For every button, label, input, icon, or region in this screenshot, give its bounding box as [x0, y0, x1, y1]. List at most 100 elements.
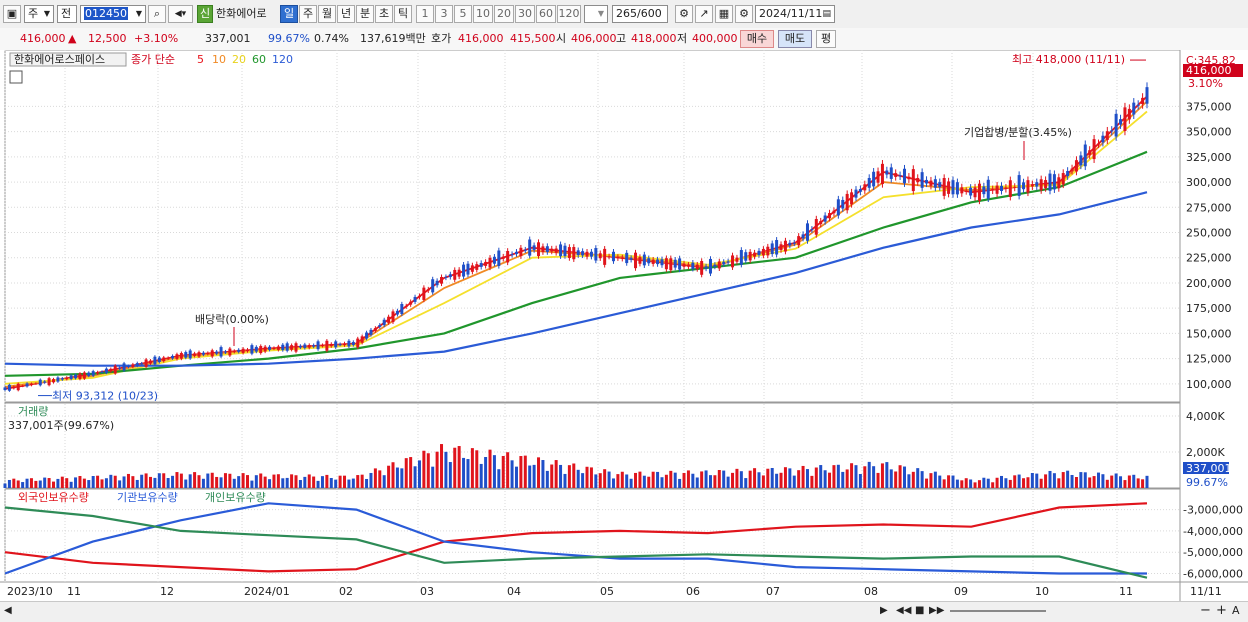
tab-month[interactable]: 월: [318, 5, 336, 23]
zoom-slider[interactable]: [950, 610, 1046, 612]
volume-bar: [497, 469, 501, 488]
grid-icon[interactable]: ▦: [715, 5, 733, 23]
tab-day[interactable]: 일: [280, 5, 298, 23]
candle-body: [166, 357, 170, 359]
chart-area[interactable]: 최고 418,000 (11/11) 최저 93,312 (10/23) 배당락(0…: [0, 50, 1248, 601]
price-tick-label: 150,000: [1186, 327, 1232, 340]
interval-5[interactable]: 5: [454, 5, 472, 23]
count-input[interactable]: 265/600: [612, 5, 668, 23]
volume-bar: [122, 476, 126, 488]
volume-bar: [1096, 472, 1100, 488]
tab-second[interactable]: 초: [375, 5, 393, 23]
candle-body: [343, 343, 347, 346]
candle-body: [731, 255, 735, 268]
scroll-right-icon[interactable]: ▶: [880, 605, 888, 616]
volume-bar: [854, 465, 858, 488]
interval-3[interactable]: 3: [435, 5, 453, 23]
open-price: 406,000: [571, 32, 617, 45]
tab-minute[interactable]: 분: [356, 5, 374, 23]
date-input[interactable]: 2024/11/11 ▤: [755, 5, 835, 23]
volume-bar: [550, 464, 554, 488]
zoom-out-icon[interactable]: −: [1200, 603, 1211, 618]
volume-bar: [999, 475, 1003, 488]
volume-bar: [52, 481, 56, 488]
volume-bar: [770, 467, 774, 488]
interval-30[interactable]: 30: [515, 5, 535, 23]
period-type-select[interactable]: 주 ▼: [24, 5, 54, 23]
chart-settings-icon[interactable]: ⚙: [675, 5, 693, 23]
candle-body: [805, 223, 809, 241]
interval-20[interactable]: 20: [494, 5, 514, 23]
gear-icon[interactable]: ⚙: [735, 5, 753, 23]
candle-body: [360, 336, 364, 343]
candle-body: [889, 167, 893, 179]
candle-body: [122, 363, 126, 371]
tab-tick[interactable]: 틱: [394, 5, 412, 23]
volume-bar: [82, 478, 86, 488]
volume-bar: [885, 462, 889, 488]
volume-bar: [140, 474, 144, 488]
stock-code-input[interactable]: 012450 ▼: [80, 5, 146, 23]
price-tick-label: 325,000: [1186, 151, 1232, 164]
candle-body: [312, 345, 316, 347]
volume-bar: [907, 474, 911, 488]
price-tick-label: 300,000: [1186, 176, 1232, 189]
compare-select[interactable]: 전: [57, 5, 77, 23]
volume-bar: [1048, 470, 1052, 488]
forward-icon[interactable]: ▶▶: [929, 605, 945, 616]
table-icon[interactable]: [9, 70, 23, 84]
volume-bar: [898, 465, 902, 488]
volume-bar: [25, 478, 29, 488]
volume-bar: [1132, 474, 1136, 488]
candle-body: [1101, 135, 1105, 143]
search-icon[interactable]: ⌕: [148, 5, 166, 23]
scroll-left-icon[interactable]: ◀: [4, 605, 12, 616]
candle-body: [356, 338, 360, 348]
zoom-in-icon[interactable]: +: [1216, 603, 1227, 618]
volume-bar: [171, 475, 175, 488]
interval-custom-select[interactable]: ▼: [584, 5, 608, 23]
volume-bar: [153, 477, 157, 488]
buy-button[interactable]: 매수: [740, 30, 774, 48]
candle-body: [819, 221, 823, 225]
rewind-icon[interactable]: ◀◀: [896, 605, 912, 616]
holder-line-1: [4, 502, 1147, 575]
volume-bar: [682, 472, 686, 488]
candle-body: [841, 199, 845, 209]
sell-button[interactable]: 매도: [778, 30, 812, 48]
interval-60[interactable]: 60: [536, 5, 556, 23]
quote-bar: 416,000 ▲ 12,500 +3.10% 337,001 99.67% 0…: [0, 28, 1248, 51]
volume-bar: [753, 468, 757, 488]
legend-institution: 기관보유수량: [117, 491, 178, 504]
auto-scale-icon[interactable]: A: [1232, 604, 1240, 617]
volume-bar: [700, 471, 704, 488]
balance-button[interactable]: 평: [816, 30, 836, 48]
volume-bar: [312, 476, 316, 488]
candle-body: [925, 179, 929, 184]
tab-year[interactable]: 년: [337, 5, 355, 23]
candle-body: [1132, 102, 1136, 115]
drawing-tool-icon[interactable]: ↗: [695, 5, 713, 23]
volume-bar: [1061, 472, 1065, 488]
price-tick-label: 250,000: [1186, 227, 1232, 240]
volume-bar: [1114, 473, 1118, 488]
volume-bar: [1022, 478, 1026, 488]
interval-120[interactable]: 120: [557, 5, 581, 23]
tab-week[interactable]: 주: [299, 5, 317, 23]
interval-10[interactable]: 10: [473, 5, 493, 23]
holder-tick-label: -5,000,000: [1183, 546, 1243, 559]
candle-body: [316, 341, 320, 350]
interval-1[interactable]: 1: [416, 5, 434, 23]
sound-icon[interactable]: ◀▾: [168, 5, 193, 23]
volume-bar: [585, 466, 589, 488]
candle-body: [197, 352, 201, 357]
volume-bar: [184, 479, 188, 488]
candle-body: [1136, 104, 1140, 106]
x-tick-label: 07: [766, 585, 780, 598]
chart-scrollbar[interactable]: ◀ ▶ ◀◀ ■ ▶▶ − + A: [0, 601, 1248, 622]
stop-icon[interactable]: ■: [915, 605, 925, 616]
chart-window-icon[interactable]: ▣: [3, 5, 21, 23]
candle-body: [858, 188, 862, 192]
volume-bar: [34, 480, 38, 488]
candle-body: [215, 351, 219, 354]
